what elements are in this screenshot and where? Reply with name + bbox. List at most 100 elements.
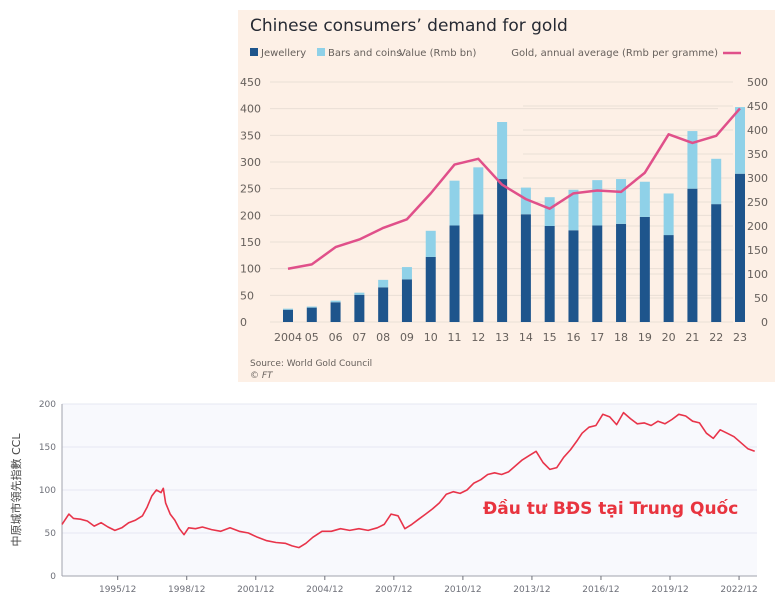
y-tick-right: 300	[747, 172, 768, 185]
bar-bars-coins	[497, 122, 508, 180]
bar-jewellery	[306, 307, 317, 322]
y-tick-label: 200	[39, 400, 56, 410]
x-tick-label: 21	[685, 331, 699, 344]
bar-jewellery	[497, 179, 508, 322]
x-tick-label: 1998/12	[168, 585, 205, 592]
bars	[283, 107, 745, 322]
bar-jewellery	[735, 173, 745, 322]
chart-title: Chinese consumers’ demand for gold	[250, 16, 568, 36]
gridlines	[270, 81, 733, 323]
bar-bars-coins	[711, 158, 722, 205]
x-axis: 2004 05 06 07 08 09 10 11 12 13 14 15 16 17 18 19 20 21 22…	[274, 331, 747, 344]
x-tick-label: 07	[352, 331, 366, 344]
bar-bars-coins	[663, 193, 674, 236]
bar-bars-coins	[354, 292, 365, 295]
bar-bars-coins	[520, 187, 531, 215]
bar-bars-coins	[449, 180, 460, 226]
x-tick-label: 09	[400, 331, 414, 344]
bar-jewellery	[283, 309, 293, 322]
legend-swatch-jewellery	[250, 48, 258, 56]
gold-demand-chart: Chinese consumers’ demand for gold Jewel…	[240, 16, 768, 381]
bar-jewellery	[687, 188, 698, 322]
bar-bars-coins	[473, 167, 484, 215]
y-tick-left: 450	[240, 76, 261, 89]
x-tick-label: 2022/12	[720, 585, 757, 592]
y-tick-left: 200	[240, 209, 261, 222]
bar-bars-coins	[544, 197, 555, 226]
source-note: Source: World Gold Council	[250, 359, 372, 369]
x-tick-label: 2001/12	[237, 585, 274, 592]
bar-jewellery	[663, 235, 674, 322]
y-tick-left: 100	[240, 263, 261, 276]
y-tick-left: 250	[240, 183, 261, 196]
x-tick-label: 18	[614, 331, 628, 344]
x-tick-label: 2007/12	[375, 585, 412, 592]
x-tick-label: 08	[376, 331, 390, 344]
bar-jewellery	[639, 216, 650, 322]
chart-annotation: Đầu tư BĐS tại Trung Quốc	[483, 498, 738, 519]
y-tick-right: 450	[747, 100, 768, 113]
x-tick-label: 06	[329, 331, 343, 344]
y-tick-label: 150	[39, 443, 56, 453]
legend-swatch-bars-coins	[317, 48, 325, 56]
bar-bars-coins	[283, 308, 293, 310]
x-tick-label: 1995/12	[99, 585, 136, 592]
legend-label-bars-coins: Bars and coins	[328, 48, 401, 59]
bar-bars-coins	[735, 107, 745, 174]
ccl-chart-panel: 0 50 100 150 200 1995/12 1998/12 2001/12 2004/1…	[0, 392, 776, 592]
y-tick-right: 150	[747, 244, 768, 257]
legend-value-label: Value (Rmb bn)	[399, 48, 476, 59]
bar-jewellery	[616, 223, 627, 322]
gridlines	[61, 403, 757, 577]
bar-bars-coins	[687, 131, 698, 189]
y-tick-right: 500	[747, 76, 768, 89]
y-tick-right: 200	[747, 220, 768, 233]
x-tick-label: 23	[733, 331, 747, 344]
x-tick-label: 2010/12	[444, 585, 481, 592]
bar-jewellery	[378, 287, 389, 322]
bar-jewellery	[711, 204, 722, 322]
y-tick-right: 400	[747, 124, 768, 137]
x-axis: 1995/12 1998/12 2001/12 2004/12 2007/12 2010/…	[99, 576, 758, 592]
bar-bars-coins	[425, 230, 436, 257]
y-tick-label: 0	[50, 572, 56, 582]
y-axis-label: 中原城市領先指數 CCL	[9, 433, 23, 547]
bar-bars-coins	[592, 180, 603, 226]
x-tick-label: 2004	[274, 331, 302, 344]
x-tick-label: 11	[448, 331, 462, 344]
bar-jewellery	[568, 230, 579, 322]
bar-bars-coins	[568, 189, 579, 231]
bar-bars-coins	[306, 306, 317, 308]
bar-jewellery	[354, 294, 365, 322]
bar-bars-coins	[330, 300, 341, 303]
x-tick-label: 2019/12	[651, 585, 688, 592]
gold-price-line	[287, 107, 741, 270]
bar-jewellery	[330, 302, 341, 322]
x-tick-label: 14	[519, 331, 533, 344]
bar-bars-coins	[401, 267, 412, 280]
bar-jewellery	[520, 214, 531, 322]
y-tick-right: 250	[747, 196, 768, 209]
x-tick-label: 2004/12	[306, 585, 343, 592]
y-tick-left: 50	[240, 289, 254, 302]
x-tick-label: 19	[638, 331, 652, 344]
bar-bars-coins	[378, 279, 389, 288]
gold-price-line-group	[287, 107, 741, 270]
y-axis-left: 0 50 100 150 200 250 300 350 400 450	[240, 76, 261, 329]
x-tick-label: 12	[471, 331, 485, 344]
x-tick-label: 20	[662, 331, 676, 344]
x-tick-label: 2013/12	[513, 585, 550, 592]
bar-jewellery	[592, 225, 603, 322]
y-tick-left: 300	[240, 156, 261, 169]
y-tick-right: 100	[747, 268, 768, 281]
y-tick-left: 150	[240, 236, 261, 249]
x-tick-label: 15	[543, 331, 557, 344]
credit-note: © FT	[250, 371, 274, 381]
y-axis-right: 0 50 100 150 200 250 300 350 400 450 500	[747, 76, 768, 329]
x-tick-label: 17	[590, 331, 604, 344]
x-tick-label: 05	[305, 331, 319, 344]
bar-jewellery	[544, 226, 555, 322]
bar-jewellery	[425, 256, 436, 322]
y-tick-label: 100	[39, 486, 56, 496]
y-axis: 0 50 100 150 200	[39, 400, 56, 582]
